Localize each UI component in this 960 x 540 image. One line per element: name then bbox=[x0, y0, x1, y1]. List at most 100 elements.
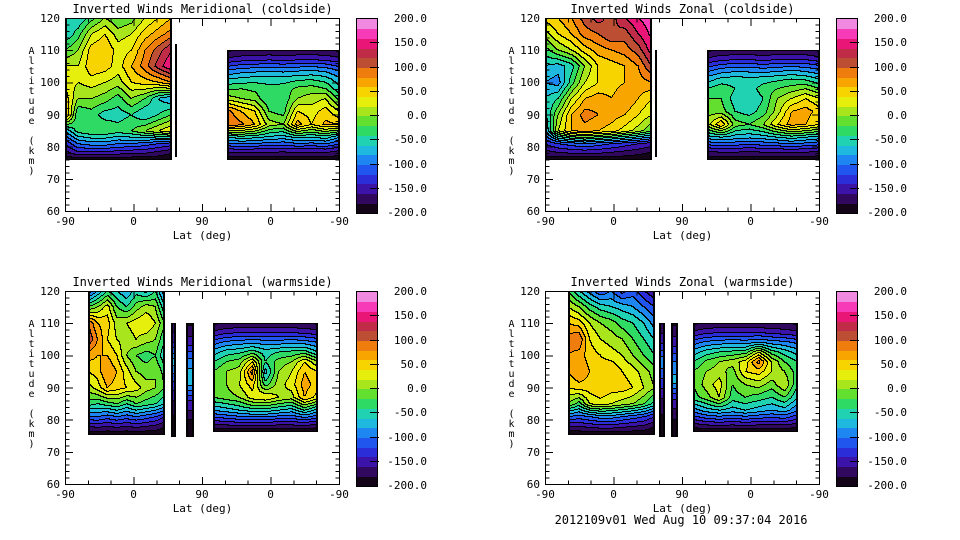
contour-canvas bbox=[65, 291, 340, 485]
colorbar-label: -50.0 bbox=[393, 133, 427, 147]
x-tick-label: -90 bbox=[809, 488, 829, 501]
x-tick-label: -90 bbox=[535, 488, 555, 501]
colorbar-label: 100.0 bbox=[393, 60, 427, 74]
colorbar-band bbox=[357, 145, 377, 156]
colorbar-band bbox=[357, 340, 377, 351]
x-tick-label: 90 bbox=[675, 215, 689, 228]
colorbar-band bbox=[837, 154, 857, 165]
colorbar-label: 0.0 bbox=[887, 382, 907, 395]
colorbar-tick bbox=[850, 388, 859, 389]
colorbar-tick bbox=[370, 412, 379, 414]
colorbar-band bbox=[837, 57, 857, 68]
axis-ticks bbox=[545, 18, 820, 212]
axis-ticks bbox=[545, 291, 820, 485]
colorbar bbox=[836, 18, 858, 214]
colorbar-tick bbox=[370, 363, 379, 365]
x-axis-label: Lat (deg) bbox=[172, 229, 233, 242]
plot-title: Inverted Winds Meridional (coldside) bbox=[72, 2, 333, 16]
colorbar-band bbox=[357, 418, 377, 429]
colorbar-band bbox=[837, 418, 857, 429]
colorbar-label: -50.0 bbox=[393, 406, 427, 420]
x-tick-label: -90 bbox=[329, 215, 349, 228]
colorbar-label: 150.0 bbox=[873, 36, 907, 50]
colorbar-label: -50.0 bbox=[873, 406, 907, 420]
colorbar-label: 150.0 bbox=[393, 36, 427, 50]
x-tick-label: 0 bbox=[267, 488, 274, 501]
x-tick-label: 90 bbox=[675, 488, 689, 501]
colorbar-band bbox=[357, 369, 377, 380]
x-tick-label: -90 bbox=[809, 215, 829, 228]
panel-meridional-coldside: Inverted Winds Meridional (coldside) Alt… bbox=[26, 2, 427, 242]
colorbar-band bbox=[357, 311, 377, 322]
colorbar-band bbox=[837, 96, 857, 107]
x-tick-label: 0 bbox=[267, 215, 274, 228]
colorbar-label: -150.0 bbox=[867, 454, 907, 468]
x-tick-label: 90 bbox=[195, 488, 209, 501]
colorbar-label: -100.0 bbox=[867, 157, 907, 171]
colorbar-band bbox=[357, 174, 377, 185]
colorbar-tick bbox=[370, 163, 379, 165]
colorbar bbox=[356, 291, 378, 487]
colorbar-band bbox=[357, 86, 377, 98]
colorbar-band bbox=[837, 183, 857, 195]
colorbar-tick bbox=[850, 115, 859, 116]
colorbar-tick bbox=[850, 315, 859, 317]
y-tick-label: 80 bbox=[46, 140, 60, 154]
colorbar-label: -200.0 bbox=[867, 479, 907, 492]
plot-title: Inverted Winds Zonal (warmside) bbox=[570, 275, 795, 289]
y-tick-label: 70 bbox=[46, 172, 60, 186]
colorbar-band bbox=[357, 359, 377, 371]
footer-timestamp: 2012109v01 Wed Aug 10 09:37:04 2016 bbox=[554, 513, 808, 527]
colorbar-band bbox=[357, 48, 377, 59]
colorbar-label: 50.0 bbox=[880, 84, 908, 98]
colorbar-band bbox=[837, 427, 857, 438]
colorbar-tick bbox=[850, 436, 859, 438]
colorbar-band bbox=[357, 125, 377, 136]
colorbar-band bbox=[837, 408, 857, 419]
colorbar-label: -200.0 bbox=[387, 206, 427, 219]
colorbar-band bbox=[837, 106, 857, 117]
y-tick-label: 110 bbox=[40, 317, 60, 331]
y-tick-label: 70 bbox=[526, 445, 540, 459]
colorbar-label: 200.0 bbox=[393, 12, 427, 25]
y-tick-label: 100 bbox=[40, 76, 60, 90]
panel-zonal-warmside: Inverted Winds Zonal (warmside) Altitude… bbox=[506, 275, 907, 515]
x-tick-label: -90 bbox=[55, 488, 75, 501]
y-tick-label: 80 bbox=[526, 140, 540, 154]
colorbar-band bbox=[837, 447, 857, 458]
colorbar-label: -100.0 bbox=[867, 430, 907, 444]
colorbar-band bbox=[837, 67, 857, 78]
colorbar-label: 50.0 bbox=[400, 84, 428, 98]
y-tick-label: 90 bbox=[526, 381, 540, 395]
colorbar-label: 200.0 bbox=[873, 285, 907, 298]
colorbar-label: -150.0 bbox=[867, 181, 907, 195]
colorbar-tick bbox=[370, 460, 379, 462]
colorbar-band bbox=[837, 193, 857, 204]
colorbar-band bbox=[837, 389, 857, 400]
colorbar-band bbox=[837, 330, 857, 341]
colorbar-band bbox=[837, 398, 857, 409]
colorbar-band bbox=[357, 77, 377, 88]
colorbar-band bbox=[837, 311, 857, 322]
colorbar-band bbox=[837, 292, 857, 303]
axis-ticks bbox=[65, 18, 340, 212]
colorbar-band bbox=[357, 164, 377, 175]
colorbar-band bbox=[837, 350, 857, 361]
colorbar-tick bbox=[370, 187, 379, 189]
colorbar-band bbox=[357, 67, 377, 78]
colorbar-tick bbox=[850, 163, 859, 165]
colorbar-band bbox=[837, 116, 857, 127]
contour-canvas bbox=[65, 18, 340, 212]
colorbar-band bbox=[357, 427, 377, 438]
colorbar-band bbox=[357, 135, 377, 146]
colorbar-tick bbox=[370, 339, 379, 341]
x-axis-label: Lat (deg) bbox=[172, 502, 233, 515]
colorbar-band bbox=[837, 456, 857, 468]
colorbar-label: -100.0 bbox=[387, 157, 427, 171]
colorbar-band bbox=[837, 369, 857, 380]
y-tick-label: 60 bbox=[526, 478, 540, 491]
colorbar-band bbox=[357, 116, 377, 127]
colorbar-tick bbox=[370, 315, 379, 317]
colorbar-label: 200.0 bbox=[873, 12, 907, 25]
axis-ticks bbox=[65, 291, 340, 485]
